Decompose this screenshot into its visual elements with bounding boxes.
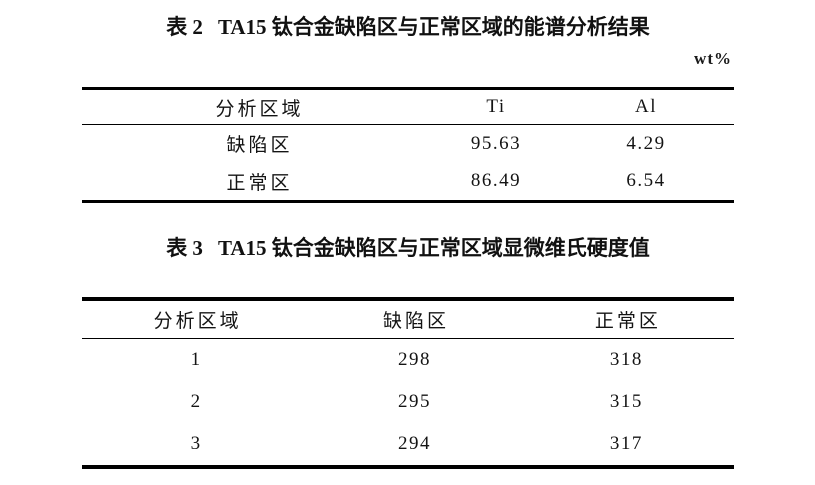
table3-header-area: 分析区域: [153, 311, 242, 332]
table2-header-ti: Ti: [486, 96, 506, 117]
table2-header-al: Al: [634, 96, 657, 117]
table-row: 缺陷区 95.63 4.29: [82, 125, 734, 163]
table3-header-defect: 缺陷区: [382, 311, 449, 332]
table3-normal-value: 317: [609, 433, 643, 454]
paper-table-section: 表 2 TA15 钛合金缺陷区与正常区域的能谱分析结果 wt% 分析区域 Ti A…: [82, 0, 734, 469]
table-row: 1 298 318: [82, 339, 734, 381]
table2-al-value: 4.29: [626, 132, 666, 154]
table3-caption: 表 3 TA15 钛合金缺陷区与正常区域显微维氏硬度值: [82, 233, 734, 263]
table3-area-cell: 2: [190, 391, 202, 412]
table2-al-value: 6.54: [626, 170, 666, 192]
table2-caption-text: TA15 钛合金缺陷区与正常区域的能谱分析结果: [217, 15, 650, 39]
table2-area-cell: 正常区: [226, 172, 293, 194]
table2-unit-line: wt%: [82, 47, 734, 71]
table2-header-area: 分析区域: [215, 98, 304, 120]
table2-header-row: 分析区域 Ti Al: [82, 90, 734, 125]
table3-area-cell: 1: [190, 349, 202, 370]
table2-area-cell: 缺陷区: [226, 135, 293, 157]
unit-label: wt%: [694, 49, 732, 68]
table2-caption: 表 2 TA15 钛合金缺陷区与正常区域的能谱分析结果: [82, 0, 734, 41]
table3-caption-label: 表 3: [166, 236, 203, 260]
table3-area-cell: 3: [190, 433, 202, 454]
table3-defect-value: 294: [398, 433, 431, 454]
table2-ti-value: 86.49: [470, 170, 522, 192]
table-row: 3 294 317: [82, 423, 734, 465]
table3-defect-value: 298: [398, 349, 431, 370]
table3-caption-text: TA15 钛合金缺陷区与正常区域显微维氏硬度值: [217, 236, 650, 260]
table3-header-row: 分析区域 缺陷区 正常区: [82, 301, 734, 339]
table3-normal-value: 318: [609, 349, 643, 370]
table2-ti-value: 95.63: [470, 132, 522, 154]
table3: 分析区域 缺陷区 正常区 1 298 318 2 295 315 3 294 3…: [82, 297, 734, 469]
table-row: 正常区 86.49 6.54: [82, 163, 734, 201]
table3-header-normal: 正常区: [594, 311, 661, 332]
table2: 分析区域 Ti Al 缺陷区 95.63 4.29 正常区 86.49 6.54: [82, 87, 734, 203]
table3-defect-value: 295: [398, 391, 431, 412]
table3-normal-value: 315: [609, 391, 643, 412]
table-row: 2 295 315: [82, 381, 734, 423]
table2-caption-label: 表 2: [166, 15, 203, 39]
